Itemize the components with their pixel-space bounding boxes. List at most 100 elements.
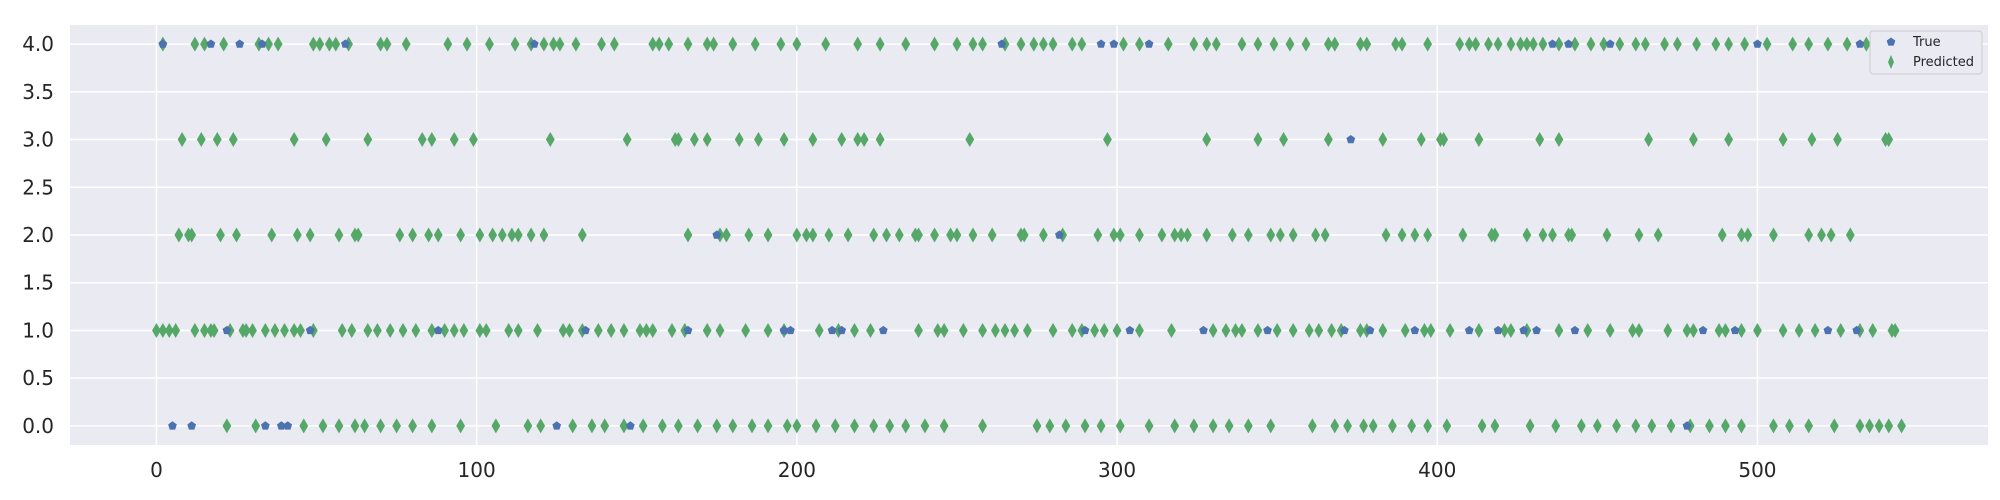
predicted-point: [667, 322, 677, 338]
predicted-point: [885, 418, 895, 434]
predicted-point: [1615, 36, 1625, 52]
predicted-point: [164, 322, 174, 338]
predicted-point: [648, 322, 658, 338]
predicted-point: [308, 36, 318, 52]
predicted-point: [305, 227, 315, 243]
predicted-point: [171, 322, 181, 338]
predicted-point: [1115, 418, 1125, 434]
predicted-point: [1576, 418, 1586, 434]
predicted-point: [558, 322, 568, 338]
predicted-point: [968, 227, 978, 243]
predicted-point: [190, 322, 200, 338]
predicted-point: [1842, 36, 1852, 52]
predicted-point: [1721, 322, 1730, 338]
predicted-point: [577, 227, 587, 243]
predicted-point: [1554, 132, 1564, 148]
predicted-point: [1829, 418, 1839, 434]
predicted-point: [754, 132, 763, 148]
true-point: [1852, 325, 1862, 335]
predicted-point: [1397, 36, 1407, 52]
predicted-point: [408, 418, 418, 434]
predicted-point: [251, 418, 261, 434]
predicted-point: [1548, 227, 1557, 243]
predicted-point: [219, 36, 229, 52]
predicted-point: [1647, 418, 1657, 434]
predicted-point: [1506, 36, 1516, 52]
predicted-point: [1176, 227, 1186, 243]
predicted-point: [1391, 36, 1401, 52]
predicted-point: [622, 132, 632, 148]
predicted-point: [1737, 418, 1746, 434]
predicted-point: [1660, 36, 1669, 52]
predicted-point: [1323, 132, 1333, 148]
predicted-point: [1516, 36, 1525, 52]
true-point: [1464, 325, 1474, 335]
predicted-point: [1769, 418, 1778, 434]
predicted-point: [728, 418, 738, 434]
predicted-point: [1202, 227, 1212, 243]
predicted-point: [782, 418, 792, 434]
predicted-point: [289, 132, 299, 148]
predicted-point: [1528, 36, 1538, 52]
predicted-point: [1554, 322, 1564, 338]
predicted-point: [1897, 418, 1906, 434]
true-point: [433, 325, 443, 335]
predicted-point: [978, 36, 987, 52]
predicted-point: [750, 36, 760, 52]
predicted-point: [571, 36, 581, 52]
predicted-point: [1490, 418, 1500, 434]
predicted-point: [990, 322, 1000, 338]
predicted-point: [1045, 418, 1055, 434]
predicted-point: [533, 322, 542, 338]
predicted-point: [792, 418, 802, 434]
predicted-point: [1535, 132, 1545, 148]
predicted-point: [930, 227, 939, 243]
predicted-point: [334, 418, 344, 434]
predicted-point: [1721, 418, 1730, 434]
true-point: [341, 39, 350, 48]
predicted-point: [241, 322, 251, 338]
predicted-point: [1570, 36, 1580, 52]
predicted-point: [331, 36, 341, 52]
predicted-point: [1551, 418, 1561, 434]
predicted-point: [1714, 322, 1724, 338]
predicted-point: [1666, 418, 1676, 434]
true-point: [1055, 230, 1064, 239]
predicted-point: [190, 36, 200, 52]
predicted-point: [491, 418, 501, 434]
predicted-point: [475, 227, 485, 243]
predicted-point: [1189, 36, 1199, 52]
true-point: [1365, 325, 1375, 335]
predicted-point: [1231, 322, 1240, 338]
predicted-point: [792, 36, 802, 52]
predicted-point: [587, 418, 597, 434]
predicted-point: [1599, 36, 1609, 52]
true-point: [1410, 325, 1420, 335]
true-point: [1519, 325, 1529, 335]
predicted-point: [1567, 227, 1577, 243]
predicted-point: [347, 322, 357, 338]
predicted-point: [392, 418, 402, 434]
predicted-point: [1410, 227, 1420, 243]
predicted-point: [776, 36, 786, 52]
predicted-point: [427, 418, 437, 434]
predicted-point: [914, 322, 923, 338]
true-point: [786, 325, 795, 335]
predicted-point: [289, 322, 299, 338]
predicted-point: [1378, 132, 1388, 148]
predicted-point: [1612, 418, 1621, 434]
predicted-point: [1359, 418, 1369, 434]
true-point: [1532, 325, 1541, 335]
predicted-point: [1769, 227, 1778, 243]
predicted-point: [1416, 132, 1426, 148]
legend-label-predicted: Predicted: [1913, 55, 1974, 70]
predicted-point: [1356, 36, 1365, 52]
predicted-point: [1471, 36, 1481, 52]
predicted-point: [744, 227, 754, 243]
y-tick-label: 1.0: [22, 318, 54, 342]
predicted-point: [1810, 322, 1820, 338]
predicted-point: [299, 418, 309, 434]
predicted-point: [715, 322, 725, 338]
predicted-point: [363, 322, 373, 338]
